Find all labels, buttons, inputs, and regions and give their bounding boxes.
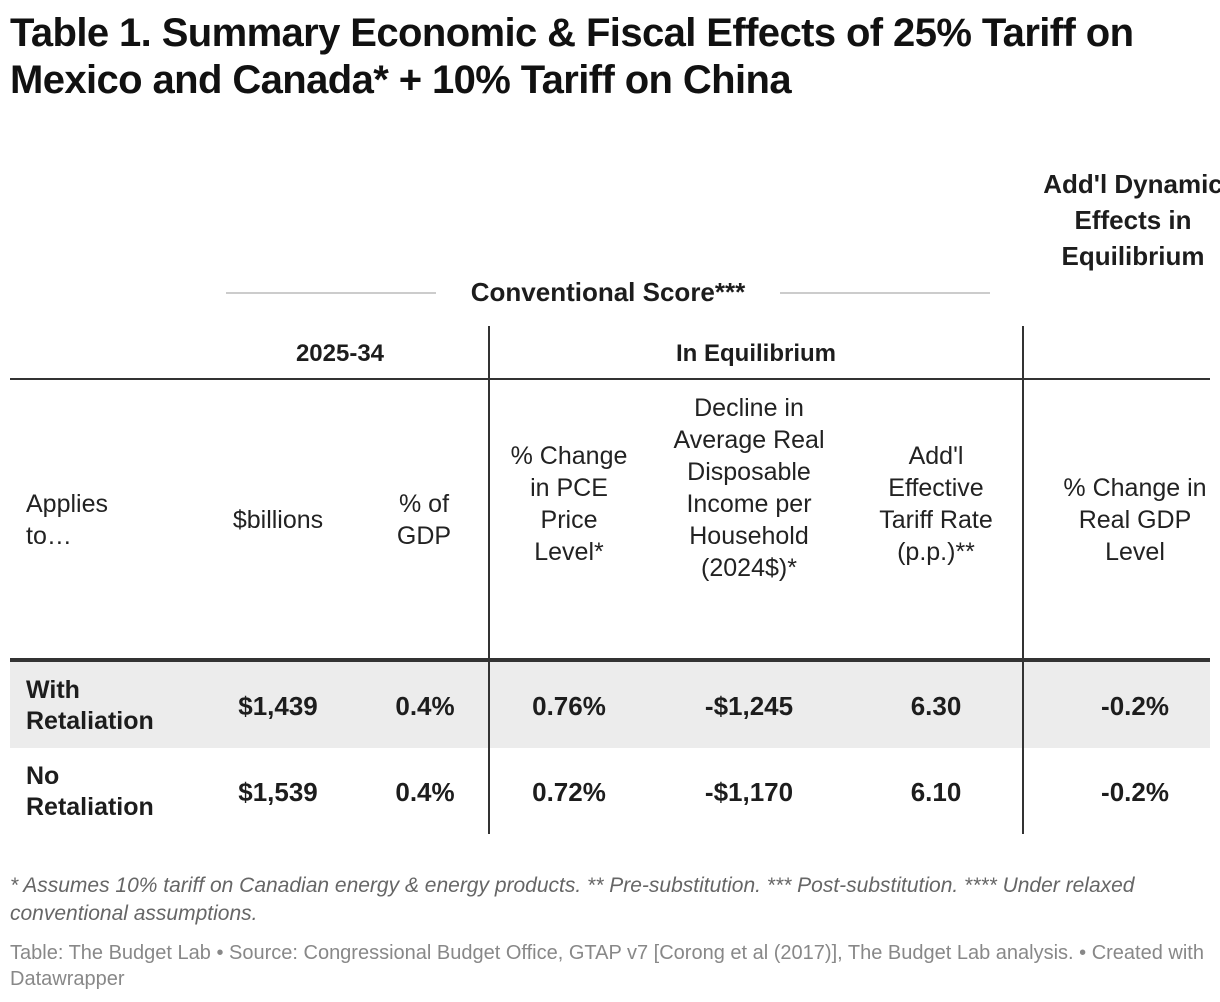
cell-real-gdp: -0.2% <box>1101 691 1169 721</box>
col-header-tariff-rate: Add'l Effective Tariff Rate (p.p.)** <box>879 442 993 566</box>
cell-billions: $1,439 <box>238 691 318 721</box>
group-rule-left <box>226 292 436 294</box>
divider-v1-mid <box>488 380 490 660</box>
header-rule <box>10 658 1210 662</box>
subheader-period: 2025-34 <box>295 340 385 367</box>
col-header-pce: % Change in PCE Price Level* <box>510 442 628 566</box>
group-header-conventional: Conventional Score*** <box>470 277 746 307</box>
group-rule-right <box>780 292 990 294</box>
cell-pce: 0.76% <box>532 691 606 721</box>
row-label: No Retaliation <box>26 762 154 821</box>
cell-pct-gdp: 0.4% <box>395 691 455 721</box>
col-header-real-gdp: % Change in Real GDP Level <box>1063 474 1207 566</box>
cell-real-gdp: -0.2% <box>1101 777 1169 807</box>
subheader-rule <box>10 378 1210 380</box>
col-header-pct-gdp: % of GDP <box>396 490 452 550</box>
divider-v2-mid <box>1022 380 1024 660</box>
group-header-dynamic: Add'l Dynamic Effects in Equilibrium <box>1043 169 1220 271</box>
row-highlight <box>10 662 1210 748</box>
divider-v1-body <box>488 662 490 834</box>
table-title: Table 1. Summary Economic & Fiscal Effec… <box>10 11 1134 102</box>
cell-income: -$1,245 <box>704 691 794 721</box>
cell-billions: $1,539 <box>238 777 318 807</box>
subheader-equilibrium: In Equilibrium <box>676 340 836 367</box>
cell-pct-gdp: 0.4% <box>395 777 455 807</box>
cell-tariff-rate: 6.10 <box>910 777 962 807</box>
col-header-applies: Applies to… <box>26 490 108 550</box>
divider-v2-body <box>1022 662 1024 834</box>
row-label: With Retaliation <box>26 676 154 735</box>
cell-income: -$1,170 <box>704 777 794 807</box>
col-header-income: Decline in Average Real Disposable Incom… <box>673 394 825 582</box>
cell-tariff-rate: 6.30 <box>910 691 962 721</box>
footnotes: * Assumes 10% tariff on Canadian energy … <box>10 874 1135 925</box>
divider-v2-top <box>1022 326 1024 380</box>
source-credit: Table: The Budget Lab • Source: Congress… <box>10 942 1204 990</box>
divider-v1-top <box>488 326 490 380</box>
col-header-billions: $billions <box>232 506 324 534</box>
cell-pce: 0.72% <box>532 777 606 807</box>
